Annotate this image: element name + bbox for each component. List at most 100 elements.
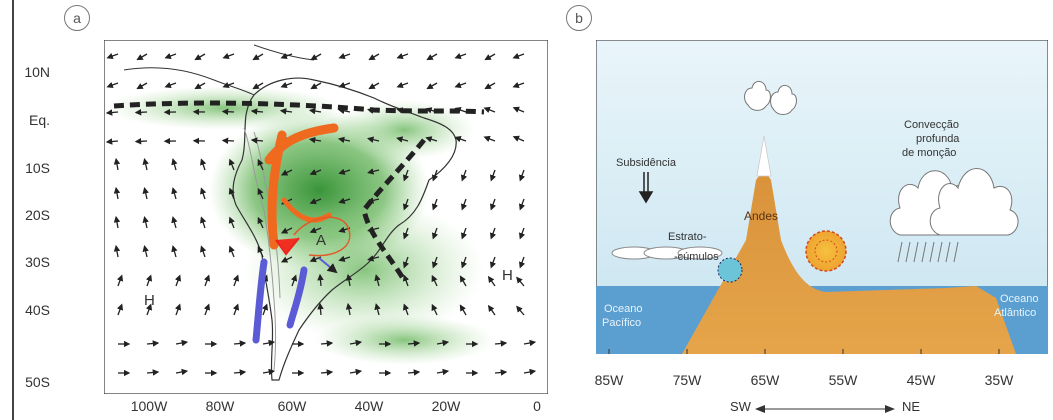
- wind-arrow: [426, 82, 438, 90]
- wind-arrow: [431, 303, 438, 316]
- wind-arrow: [142, 158, 149, 171]
- map-label-high-east: H: [502, 267, 513, 284]
- wind-arrow: [200, 245, 207, 258]
- lon-label-80w: 80W: [205, 398, 235, 414]
- x-label-45w: 45W: [906, 372, 936, 388]
- x-label-35w: 35W: [984, 372, 1014, 388]
- lon-label-20w: 20W: [431, 398, 461, 414]
- wind-arrow: [460, 256, 468, 269]
- wind-arrow: [105, 109, 119, 116]
- wind-arrow: [175, 368, 189, 376]
- convergence-zones: [113, 100, 485, 282]
- label-convection-2: profunda: [916, 133, 960, 145]
- wind-arrow: [171, 216, 178, 229]
- wind-arrow: [308, 107, 322, 115]
- wind-arrow: [402, 274, 410, 287]
- wind-arrow: [250, 108, 264, 115]
- wind-arrow: [460, 169, 468, 182]
- wind-arrow: [431, 256, 439, 269]
- wind-arrow: [250, 137, 264, 144]
- wind-arrow: [345, 302, 353, 316]
- wind-arrow: [164, 52, 177, 60]
- wind-arrow: [518, 169, 526, 182]
- wind-arrow: [280, 169, 293, 176]
- panel-b-badge: b: [566, 5, 592, 31]
- wind-arrow: [233, 340, 247, 347]
- wind-arrow: [113, 157, 121, 171]
- wind-arrow: [134, 109, 148, 116]
- wind-arrow: [105, 138, 119, 145]
- axis-ticks: [608, 349, 1000, 354]
- andes-mountain: [682, 170, 1016, 354]
- wind-arrow: [146, 340, 160, 347]
- lat-label-40s: 40S: [25, 302, 50, 318]
- wind-arrow: [194, 53, 206, 61]
- wind-arrow: [308, 136, 322, 144]
- wind-arrow: [460, 198, 468, 211]
- wind-arrow: [436, 368, 450, 376]
- wind-arrow: [489, 198, 497, 211]
- peak-clouds: [744, 81, 797, 115]
- label-stratocumulus-1: Estrato-: [668, 231, 707, 243]
- wind-arrow: [221, 137, 235, 144]
- wind-arrow: [134, 138, 148, 145]
- wind-arrow: [349, 368, 363, 376]
- wind-arrow: [280, 81, 293, 89]
- label-atlantic-2: Atlântico: [994, 307, 1036, 319]
- jet-blue-east: [286, 266, 308, 329]
- lat-label-50s: 50S: [25, 374, 50, 390]
- anticyclone-circle: [293, 216, 351, 257]
- wind-arrow: [142, 245, 149, 258]
- wind-vectors: [105, 52, 537, 377]
- wind-arrow: [106, 81, 119, 89]
- label-pacific-1: Oceano: [604, 303, 643, 315]
- x-label-65w: 65W: [750, 372, 780, 388]
- wind-arrow: [171, 187, 178, 200]
- jet-blue-west: [252, 258, 268, 344]
- wind-arrow: [459, 275, 467, 287]
- lat-label-eq: Eq.: [28, 112, 50, 128]
- lon-label-40w: 40W: [354, 398, 384, 414]
- wind-arrow: [175, 339, 189, 347]
- wind-arrow: [203, 274, 211, 287]
- wind-arrow: [106, 52, 119, 60]
- wind-arrow: [516, 305, 525, 316]
- wind-arrow: [368, 53, 380, 61]
- wind-arrow: [402, 303, 410, 316]
- wind-arrow: [459, 304, 467, 316]
- wind-arrow: [257, 158, 264, 171]
- map-label-high-west: H: [144, 292, 155, 309]
- itcz-line: [113, 100, 485, 115]
- wind-arrow: [518, 198, 526, 211]
- wind-arrow: [309, 227, 322, 234]
- wind-arrow: [171, 245, 178, 258]
- wind-arrow: [280, 256, 293, 263]
- wind-arrow: [431, 169, 439, 182]
- wind-arrow: [174, 303, 182, 316]
- circulation-disk-west: [717, 257, 743, 283]
- wind-arrow: [280, 227, 293, 234]
- wind-arrow: [194, 82, 206, 90]
- wind-arrow: [426, 53, 438, 61]
- wind-arrow: [337, 136, 351, 144]
- wind-map: H H A: [104, 40, 548, 394]
- stratocumulus-cloud: [611, 246, 723, 260]
- wind-arrow: [338, 255, 351, 262]
- wind-arrow: [338, 52, 351, 60]
- wind-arrow: [113, 215, 121, 229]
- central-america-coast: [123, 67, 255, 96]
- wind-arrow: [200, 158, 207, 171]
- wind-arrow: [487, 275, 496, 287]
- wind-arrow: [402, 256, 410, 269]
- wind-arrow: [221, 108, 235, 115]
- wind-arrow: [171, 158, 178, 171]
- wind-arrow: [174, 274, 182, 287]
- lat-label-10s: 10S: [25, 160, 50, 176]
- wind-arrow: [310, 82, 322, 90]
- label-subsidence: Subsidência: [616, 157, 677, 169]
- wind-arrow: [309, 198, 322, 205]
- wind-arrow: [164, 81, 177, 89]
- wind-arrow: [113, 244, 121, 258]
- wind-arrow: [257, 187, 264, 200]
- wind-arrow: [407, 369, 421, 376]
